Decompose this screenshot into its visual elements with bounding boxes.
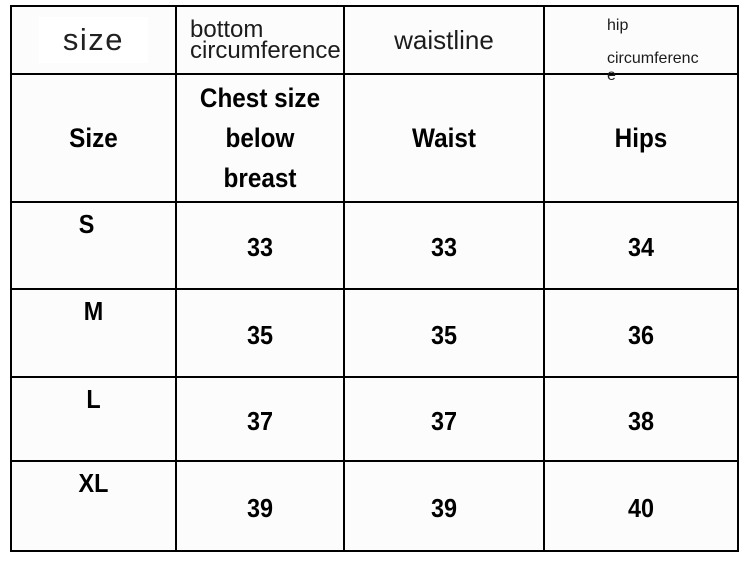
hip-label-line1: hip: [607, 17, 629, 34]
header2-hips-label: Hips: [614, 122, 668, 153]
size-chart-table: size bottom circumference waistline hip …: [10, 5, 739, 552]
row-m-waist-value: 35: [430, 319, 458, 350]
row-xl-chest-cell: 39: [175, 460, 345, 552]
table-row-xl: XL 39 39 40: [10, 460, 739, 552]
header2-size-label: Size: [69, 122, 118, 153]
row-s-chest-cell: 33: [175, 201, 345, 290]
row-m-size-cell: M: [10, 288, 177, 378]
row-m-chest-cell: 35: [175, 288, 345, 378]
row-l-size-label: L: [86, 384, 101, 414]
header2-cell-hips: Hips: [543, 73, 739, 203]
row-m-size-label: M: [83, 296, 104, 326]
row-s-size-cell: S: [10, 201, 177, 290]
header2-cell-chest: Chest size below breast: [175, 73, 345, 203]
table-row-m: M 35 35 36: [10, 288, 739, 378]
row-l-waist-cell: 37: [343, 376, 545, 462]
row-s-hips-value: 34: [627, 232, 655, 262]
header-cell-bottom-circumference: bottom circumference: [175, 5, 345, 75]
header2-chest-label: Chest size below breast: [199, 83, 321, 193]
row-m-hips-value: 36: [627, 319, 655, 350]
row-s-size-label: S: [78, 209, 95, 239]
header2-cell-size: Size: [10, 73, 177, 203]
table-row-s: S 33 33 34: [10, 201, 739, 290]
row-m-chest-value: 35: [246, 319, 274, 350]
header2-cell-waist: Waist: [343, 73, 545, 203]
row-s-waist-value: 33: [430, 232, 458, 262]
header-size-label: size: [38, 17, 149, 63]
header-cell-waistline: waistline: [343, 5, 545, 75]
row-xl-size-cell: XL: [10, 460, 177, 552]
row-l-hips-cell: 38: [543, 376, 739, 462]
header-row-translated: size bottom circumference waistline hip …: [10, 5, 739, 84]
row-xl-hips-cell: 40: [543, 460, 739, 552]
header-waistline-label: waistline: [394, 24, 494, 55]
hip-label-line2: circumference: [607, 50, 699, 84]
row-xl-chest-value: 39: [246, 492, 274, 523]
row-m-waist-cell: 35: [343, 288, 545, 378]
header-cell-hip-circumference: hip circumference: [543, 5, 739, 84]
table-row-l: L 37 37 38: [10, 376, 739, 462]
header2-waist-label: Waist: [412, 122, 476, 153]
row-xl-size-label: XL: [78, 468, 109, 498]
header-cell-size: size: [10, 5, 177, 75]
header-hip-circumference-label: hip circumference: [607, 17, 699, 84]
row-s-hips-cell: 34: [543, 201, 739, 290]
header-bottom-circumference-label: bottom circumference: [190, 16, 341, 64]
row-l-size-cell: L: [10, 376, 177, 462]
row-l-chest-cell: 37: [175, 376, 345, 462]
row-xl-waist-cell: 39: [343, 460, 545, 552]
row-m-hips-cell: 36: [543, 288, 739, 378]
header-row-bold: Size Chest size below breast Waist Hips: [10, 73, 739, 203]
row-s-waist-cell: 33: [343, 201, 545, 290]
row-l-hips-value: 38: [627, 405, 655, 436]
row-xl-waist-value: 39: [430, 492, 458, 523]
row-l-waist-value: 37: [430, 405, 458, 436]
row-xl-hips-value: 40: [627, 492, 655, 523]
row-l-chest-value: 37: [246, 405, 274, 436]
row-s-chest-value: 33: [246, 232, 274, 262]
